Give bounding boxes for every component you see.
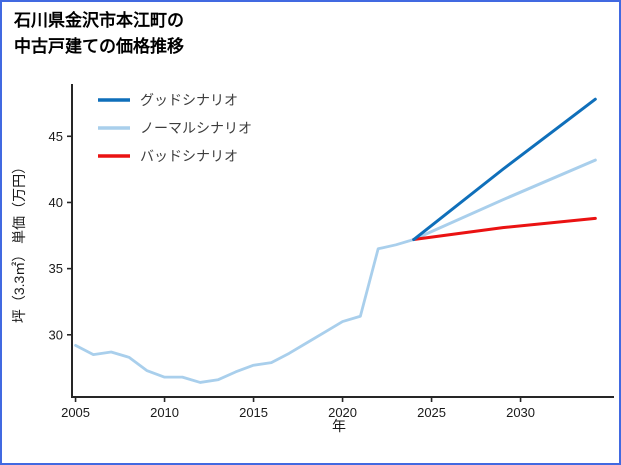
y-axis-label: 坪（3.3㎡） 単価（万円）: [11, 160, 27, 323]
x-tick-label: 2020: [328, 405, 357, 420]
series-line-history: [74, 238, 416, 384]
x-tick-label: 2010: [150, 405, 179, 420]
series-line-normal-scenario: [412, 158, 597, 242]
chart-title-line2: 中古戸建ての価格推移: [14, 36, 184, 56]
series-line-good-scenario: [412, 97, 597, 242]
y-tick-label: 35: [49, 261, 63, 276]
legend-item-bad-scenario[interactable]: バッドシナリオ: [98, 148, 238, 164]
series-line-bad-scenario: [412, 216, 597, 242]
chart-title: 石川県金沢市本江町の 中古戸建ての価格推移: [14, 8, 184, 59]
y-tick-label: 45: [49, 129, 63, 144]
legend-label-normal-scenario: ノーマルシナリオ: [140, 120, 252, 136]
x-tick-label: 2005: [61, 405, 90, 420]
chart-title-line1: 石川県金沢市本江町の: [14, 11, 184, 30]
legend-item-normal-scenario[interactable]: ノーマルシナリオ: [98, 120, 252, 136]
legend-label-bad-scenario: バッドシナリオ: [140, 148, 238, 164]
x-tick-label: 2015: [239, 405, 268, 420]
legend-item-good-scenario[interactable]: グッドシナリオ: [98, 92, 238, 108]
y-tick-label: 30: [49, 327, 63, 342]
y-tick-label: 40: [49, 195, 63, 210]
legend-label-good-scenario: グッドシナリオ: [140, 92, 238, 108]
x-tick-label: 2030: [506, 405, 535, 420]
x-axis-label: 年: [332, 418, 346, 434]
x-tick-label: 2025: [417, 405, 446, 420]
